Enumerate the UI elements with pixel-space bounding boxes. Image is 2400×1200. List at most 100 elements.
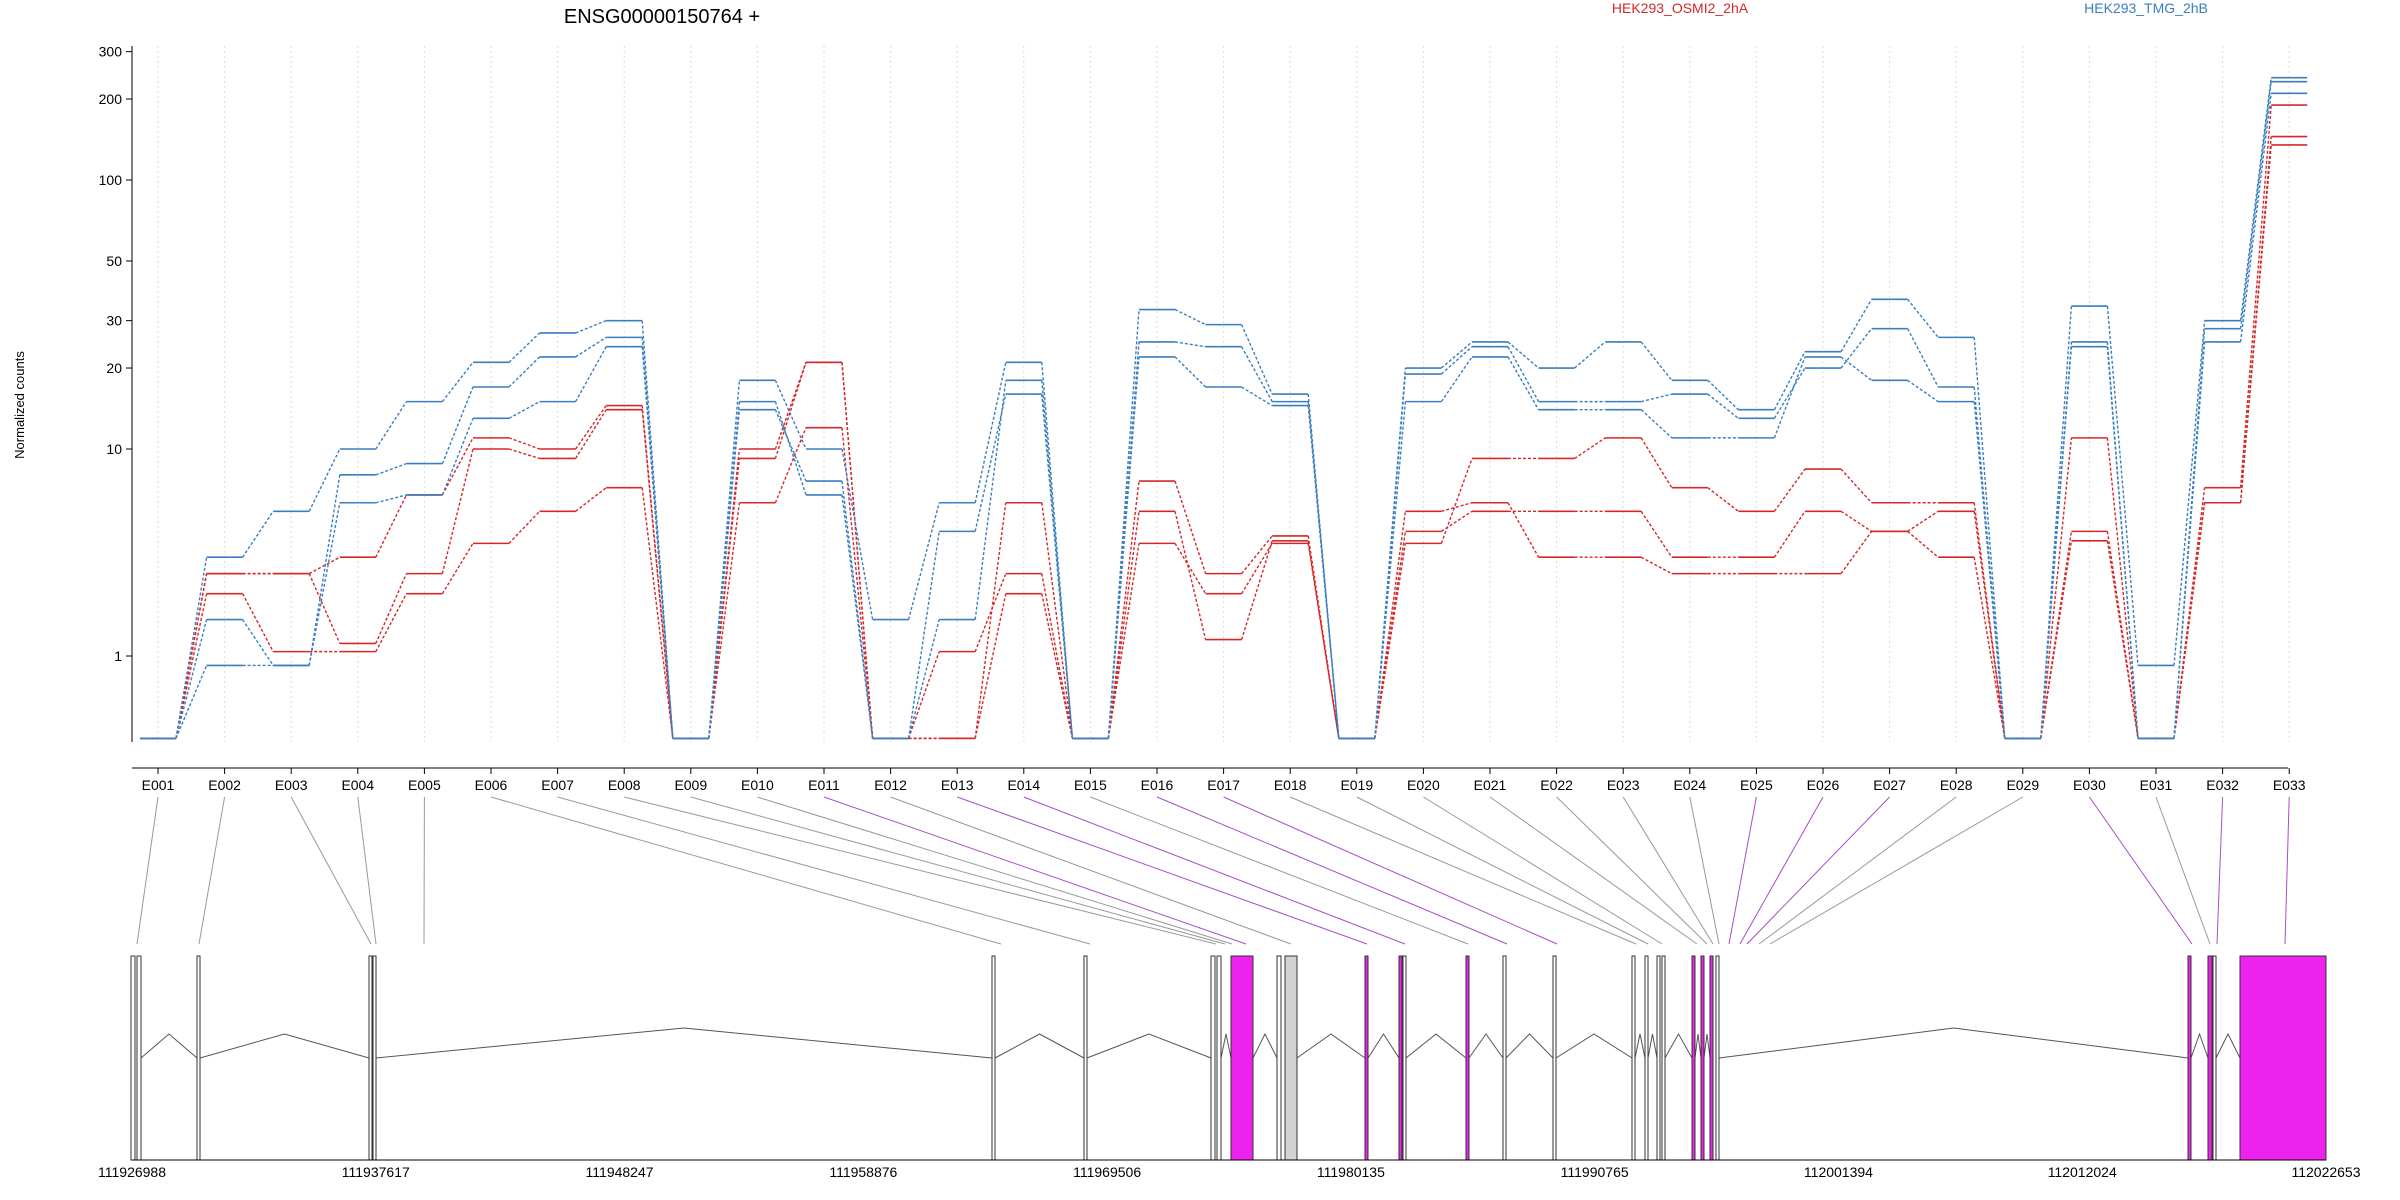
data-point — [423, 494, 425, 496]
data-point — [1556, 401, 1558, 403]
exon-block — [2239, 955, 2327, 1161]
data-point — [1223, 573, 1225, 575]
series-HEK293_TMG_2hB-5 — [140, 92, 2308, 740]
exon-connector-line — [2155, 796, 2211, 945]
data-point — [823, 427, 825, 429]
exon-block — [1083, 955, 1088, 1161]
intron-line — [1468, 1033, 1504, 1059]
exon-block — [1656, 955, 1661, 1161]
genomic-coordinate-axis: 111926988 111937617 111948247 111958876 1119… — [98, 1159, 2361, 1180]
exon-block — [1210, 955, 1216, 1161]
series-lines — [140, 76, 2308, 740]
exon-connector-line — [690, 796, 1226, 945]
exon-block — [1552, 955, 1557, 1161]
x-tick-label: E023 — [1607, 777, 1640, 793]
data-point — [1223, 593, 1225, 595]
coordinate-tick-label: 111948247 — [586, 1164, 654, 1180]
data-point — [224, 573, 226, 575]
data-point — [823, 448, 825, 450]
intron-line — [1086, 1033, 1212, 1059]
data-point — [1023, 502, 1025, 504]
y-tick-label: 10 — [106, 441, 122, 457]
data-point — [1422, 367, 1424, 369]
x-tick-label: E002 — [208, 777, 241, 793]
exon-block — [1691, 955, 1696, 1161]
data-point — [1689, 556, 1691, 558]
data-point — [956, 737, 958, 739]
exon-connector-line — [1556, 796, 1708, 945]
data-point — [1822, 468, 1824, 470]
data-point — [357, 448, 359, 450]
data-point — [224, 593, 226, 595]
x-tick-label: E026 — [1807, 777, 1840, 793]
exon-connector-line — [1758, 796, 1957, 945]
exon-block — [196, 955, 201, 1161]
data-point — [1622, 556, 1624, 558]
data-point — [1023, 393, 1025, 395]
y-tick-label: 200 — [99, 91, 123, 107]
exon-block — [1216, 955, 1222, 1161]
data-point — [2288, 92, 2290, 94]
data-point — [1889, 298, 1891, 300]
data-point — [1489, 356, 1491, 358]
data-point — [823, 361, 825, 363]
data-point — [2088, 540, 2090, 542]
data-point — [1689, 393, 1691, 395]
exon-block — [1276, 955, 1282, 1161]
data-point — [2222, 328, 2224, 330]
exon-block — [1284, 955, 1298, 1161]
gene-model — [130, 955, 2327, 1161]
coordinate-tick-label: 112022653 — [2291, 1164, 2360, 1180]
x-tick-label: E029 — [2006, 777, 2039, 793]
data-point — [1356, 737, 1358, 739]
data-point — [956, 651, 958, 653]
exon-block — [130, 955, 136, 1161]
exon-block — [1631, 955, 1636, 1161]
data-point — [756, 457, 759, 460]
y-tick-label: 20 — [106, 360, 122, 376]
data-point — [357, 502, 359, 504]
series-transition-line — [175, 93, 2272, 739]
exon-block — [2187, 955, 2192, 1161]
data-point — [623, 346, 625, 348]
data-point — [1556, 367, 1558, 369]
data-point — [1023, 379, 1025, 381]
data-point — [1689, 487, 1691, 489]
data-point — [1622, 341, 1624, 343]
x-tick-label: E001 — [142, 777, 175, 793]
data-point — [1622, 401, 1624, 403]
intron-line — [1634, 1033, 1646, 1059]
data-point — [290, 510, 292, 512]
exon-block — [1465, 955, 1470, 1161]
data-point — [557, 457, 559, 460]
x-tick-label: E032 — [2206, 777, 2239, 793]
data-point — [1223, 346, 1225, 348]
exon-block — [2207, 955, 2213, 1161]
data-point — [1023, 361, 1025, 363]
data-point — [1489, 510, 1491, 512]
exon-block — [2212, 955, 2217, 1161]
exon-connector-line — [2088, 796, 2193, 945]
intron-line — [994, 1033, 1085, 1059]
data-point — [756, 379, 759, 381]
exon-connector-line — [1290, 796, 1637, 945]
x-tick-label: E010 — [741, 777, 774, 793]
data-point — [1822, 351, 1824, 353]
data-point — [2222, 320, 2224, 322]
data-point — [756, 448, 759, 450]
data-point — [357, 474, 359, 476]
data-point — [224, 556, 226, 558]
exon-block — [1700, 955, 1705, 1161]
data-point — [2222, 341, 2224, 343]
intron-line — [1718, 1027, 2189, 1059]
data-point — [623, 487, 625, 489]
data-point — [1289, 535, 1291, 537]
exon-block — [1661, 955, 1666, 1161]
data-point — [1422, 373, 1424, 375]
data-point — [1556, 510, 1558, 512]
data-point — [1889, 328, 1891, 330]
x-tick-label: E016 — [1141, 777, 1174, 793]
data-point — [1889, 379, 1891, 381]
x-tick-label: E025 — [1740, 777, 1773, 793]
x-tick-label: E004 — [341, 777, 374, 793]
